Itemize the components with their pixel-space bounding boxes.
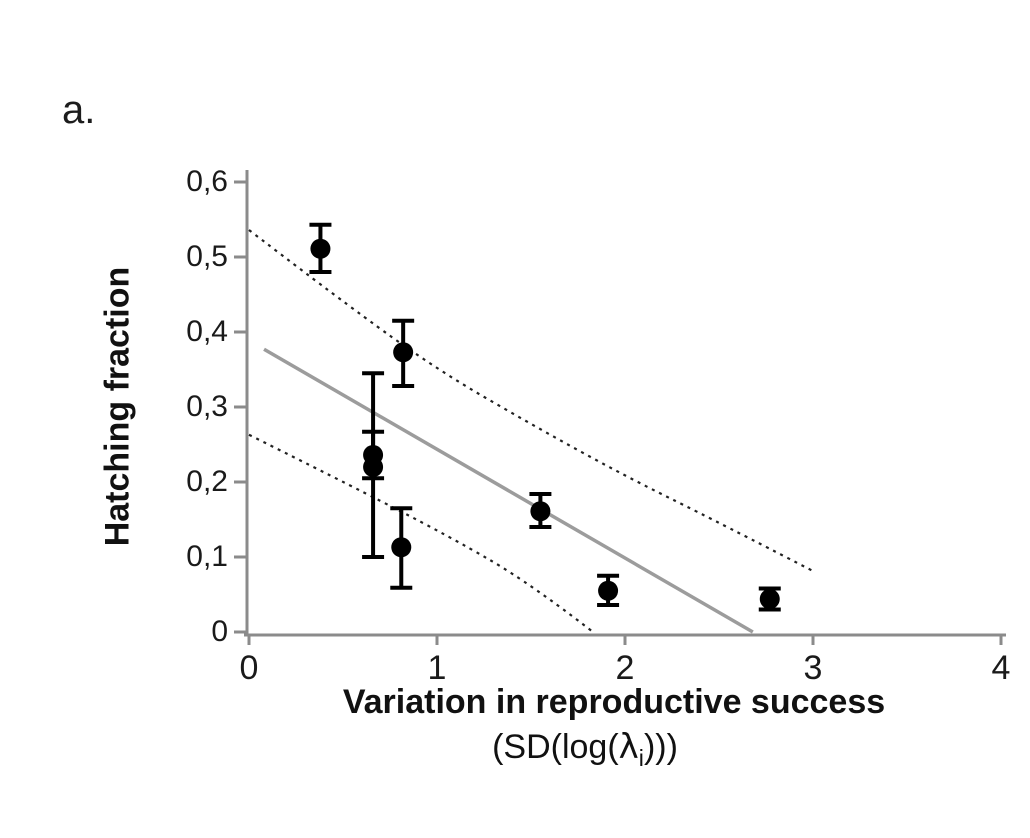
data-point [598, 580, 619, 601]
y-axis-title: Hatching fraction [98, 266, 137, 547]
y-tick-label: 0,4 [186, 315, 228, 348]
formula-prefix: (SD(log( [492, 728, 619, 766]
y-tick-label: 0,3 [186, 390, 228, 423]
data-point [363, 457, 384, 477]
x-axis-title: Variation in reproductive success [342, 683, 886, 721]
formula-suffix: ))) [643, 728, 678, 766]
confidence-band-upper [248, 229, 816, 573]
data-point [393, 342, 414, 363]
data-point [759, 589, 780, 609]
y-tick-label: 0,6 [186, 165, 228, 198]
regression-line [263, 347, 754, 634]
y-tick-label: 0,5 [186, 240, 228, 273]
confidence-band-lower [248, 433, 594, 633]
data-point [310, 238, 331, 259]
data-point [530, 501, 551, 522]
y-tick-label: 0,1 [186, 540, 228, 573]
x-tick-label: 3 [803, 649, 823, 687]
panel-label: a. [62, 88, 96, 132]
x-tick-label: 0 [239, 649, 259, 687]
y-tick-label: 0,2 [186, 465, 228, 498]
x-tick-label: 1 [427, 649, 447, 687]
formula-subscript: i [638, 744, 644, 771]
y-tick-label: 0 [211, 615, 228, 648]
x-tick-label: 4 [991, 649, 1011, 687]
x-tick-label: 2 [615, 649, 635, 687]
x-axis-subtitle-formula: (SD(log(λi))) [285, 727, 885, 769]
data-point [391, 537, 412, 558]
lambda-symbol: λ [618, 727, 639, 767]
